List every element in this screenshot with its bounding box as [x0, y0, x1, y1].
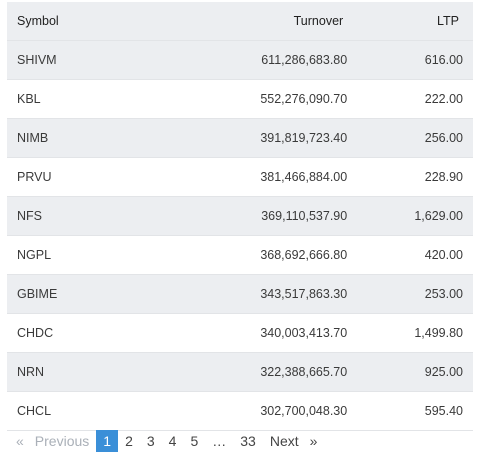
cell-symbol[interactable]: PRVU	[7, 157, 177, 197]
cell-symbol[interactable]: KBL	[7, 79, 177, 119]
column-header-turnover[interactable]: Turnover	[177, 2, 358, 41]
cell-ltp: 616.00	[357, 40, 473, 80]
table-header-row: Symbol Turnover LTP	[7, 2, 473, 41]
table-row: CHCL 302,700,048.30 595.40	[7, 391, 473, 431]
cell-ltp: 1,629.00	[357, 196, 473, 236]
cell-turnover: 611,286,683.80	[177, 40, 358, 80]
column-header-ltp[interactable]: LTP	[357, 2, 473, 41]
pagination: « Previous 1 2 3 4 5 … 33 Next »	[12, 430, 321, 452]
cell-turnover: 322,388,665.70	[177, 352, 358, 392]
cell-turnover: 369,110,537.90	[177, 196, 358, 236]
next-page-button[interactable]: Next	[269, 433, 299, 449]
cell-ltp: 595.40	[357, 391, 473, 431]
page-button-2[interactable]: 2	[125, 433, 133, 449]
cell-symbol[interactable]: GBIME	[7, 274, 177, 314]
cell-ltp: 228.90	[357, 157, 473, 197]
cell-symbol[interactable]: CHCL	[7, 391, 177, 431]
cell-ltp: 256.00	[357, 118, 473, 158]
next-arrow-icon[interactable]: »	[309, 433, 318, 449]
cell-ltp: 222.00	[357, 79, 473, 119]
previous-page-button[interactable]: Previous	[34, 433, 90, 449]
previous-arrow-icon: «	[16, 433, 24, 449]
cell-ltp: 925.00	[357, 352, 473, 392]
cell-symbol[interactable]: SHIVM	[7, 40, 177, 80]
cell-turnover: 302,700,048.30	[177, 391, 358, 431]
turnover-table: Symbol Turnover LTP SHIVM 611,286,683.80…	[7, 2, 473, 431]
column-header-symbol[interactable]: Symbol	[7, 2, 177, 41]
cell-symbol[interactable]: NFS	[7, 196, 177, 236]
cell-turnover: 552,276,090.70	[177, 79, 358, 119]
table-row: GBIME 343,517,863.30 253.00	[7, 274, 473, 314]
page-button-5[interactable]: 5	[190, 433, 199, 449]
cell-turnover: 391,819,723.40	[177, 118, 358, 158]
cell-turnover: 381,466,884.00	[177, 157, 358, 197]
cell-symbol[interactable]: NGPL	[7, 235, 177, 275]
table-row: CHDC 340,003,413.70 1,499.80	[7, 313, 473, 353]
table-row: SHIVM 611,286,683.80 616.00	[7, 40, 473, 80]
page-button-3[interactable]: 3	[146, 433, 155, 449]
page-button-4[interactable]: 4	[168, 433, 177, 449]
cell-turnover: 340,003,413.70	[177, 313, 358, 353]
table-row: NIMB 391,819,723.40 256.00	[7, 118, 473, 158]
cell-turnover: 368,692,666.80	[177, 235, 358, 275]
table-row: NRN 322,388,665.70 925.00	[7, 352, 473, 392]
pagination-ellipsis: …	[212, 433, 227, 449]
cell-ltp: 253.00	[357, 274, 473, 314]
cell-ltp: 1,499.80	[357, 313, 473, 353]
table-row: NFS 369,110,537.90 1,629.00	[7, 196, 473, 236]
cell-symbol[interactable]: NRN	[7, 352, 177, 392]
table-row: KBL 552,276,090.70 222.00	[7, 79, 473, 119]
page-button-33[interactable]: 33	[240, 433, 256, 449]
cell-ltp: 420.00	[357, 235, 473, 275]
cell-symbol[interactable]: CHDC	[7, 313, 177, 353]
page-button-1[interactable]: 1	[96, 430, 119, 452]
cell-turnover: 343,517,863.30	[177, 274, 358, 314]
cell-symbol[interactable]: NIMB	[7, 118, 177, 158]
table-row: PRVU 381,466,884.00 228.90	[7, 157, 473, 197]
table-row: NGPL 368,692,666.80 420.00	[7, 235, 473, 275]
